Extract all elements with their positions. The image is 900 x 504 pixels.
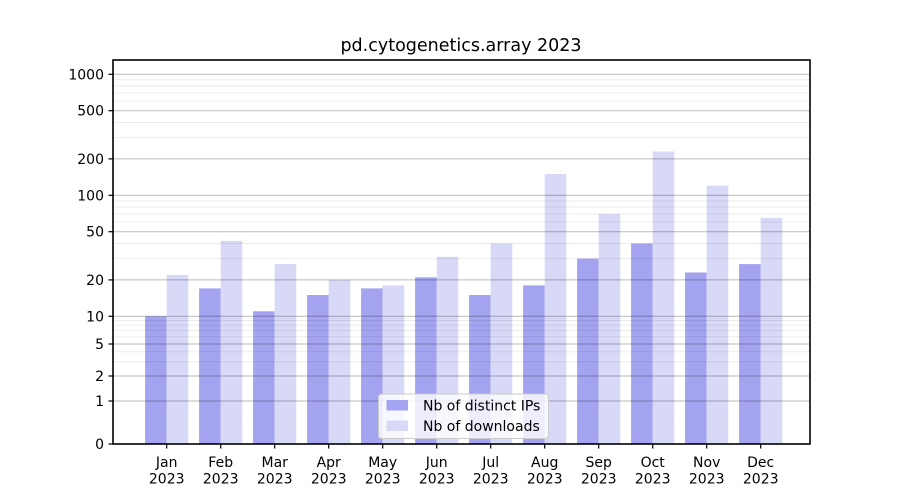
x-tick-label-Sep-year: 2023 [581, 472, 617, 488]
bar-ips-Feb [199, 288, 221, 444]
y-tick-label-1000: 1000 [68, 67, 104, 83]
x-tick-label-Dec: Dec [747, 455, 774, 471]
x-tick-label-Oct: Oct [641, 455, 666, 471]
x-tick-label-Oct-year: 2023 [635, 472, 671, 488]
legend-label-downloads: Nb of downloads [423, 419, 540, 435]
bar-ips-May [361, 288, 383, 444]
y-tick-label-10: 10 [86, 309, 104, 325]
x-tick-label-Feb: Feb [208, 455, 233, 471]
bar-ips-Sep [577, 258, 599, 444]
x-tick-label-May-year: 2023 [365, 472, 401, 488]
x-tick-label-Mar-year: 2023 [257, 472, 293, 488]
y-tick-label-100: 100 [77, 188, 104, 204]
legend: Nb of distinct IPs Nb of downloads [378, 393, 549, 439]
y-tick-label-50: 50 [86, 225, 104, 241]
y-tick-label-1: 1 [95, 394, 104, 410]
y-tick-label-500: 500 [77, 104, 104, 120]
x-tick-label-Jun: Jun [425, 455, 448, 471]
x-tick-label-Mar: Mar [261, 455, 288, 471]
legend-swatch-distinct-ips [386, 400, 408, 411]
bar-downloads-Jan [166, 274, 189, 444]
x-tick-label-Jul: Jul [481, 455, 499, 471]
legend-label-distinct-ips: Nb of distinct IPs [423, 399, 540, 415]
x-tick-label-Apr: Apr [317, 455, 341, 471]
chart-title: pd.cytogenetics.array 2023 [340, 36, 581, 56]
bar-ips-Nov [685, 272, 707, 444]
y-tick-label-5: 5 [95, 337, 104, 353]
x-tick-label-Nov: Nov [693, 455, 720, 471]
x-tick-label-Sep: Sep [586, 455, 613, 471]
bar-downloads-Nov [706, 185, 729, 444]
legend-swatch-downloads [386, 420, 408, 431]
y-tick-label-200: 200 [77, 152, 104, 168]
bar-downloads-Aug [544, 174, 567, 444]
plot-border [112, 59, 811, 445]
bar-downloads-Mar [274, 264, 297, 444]
bar-downloads-Dec [760, 217, 783, 444]
bar-downloads-Apr [328, 279, 351, 444]
bar-downloads-Sep [598, 214, 621, 444]
y-tick-label-0: 0 [95, 437, 104, 453]
x-tick-label-Jun-year: 2023 [419, 472, 455, 488]
bar-ips-Jan [145, 316, 167, 444]
bar-ips-Mar [253, 311, 275, 444]
x-tick-label-Aug: Aug [531, 455, 558, 471]
bar-downloads-Oct [652, 151, 675, 444]
legend-box [378, 393, 549, 439]
bar-ips-Apr [307, 295, 329, 444]
bar-ips-Oct [631, 243, 653, 444]
x-tick-label-Nov-year: 2023 [689, 472, 725, 488]
y-tick-label-2: 2 [95, 369, 104, 385]
x-tick-label-Aug-year: 2023 [527, 472, 563, 488]
x-tick-label-May: May [368, 455, 397, 471]
y-tick-label-20: 20 [86, 273, 104, 289]
bar-ips-Dec [739, 264, 761, 444]
x-tick-label-Apr-year: 2023 [311, 472, 347, 488]
x-tick-label-Jan-year: 2023 [149, 472, 185, 488]
x-tick-label-Dec-year: 2023 [743, 472, 779, 488]
x-tick-label-Jul-year: 2023 [473, 472, 509, 488]
x-tick-label-Feb-year: 2023 [203, 472, 239, 488]
x-tick-label-Jan: Jan [155, 455, 178, 471]
bar-downloads-Feb [220, 240, 243, 444]
